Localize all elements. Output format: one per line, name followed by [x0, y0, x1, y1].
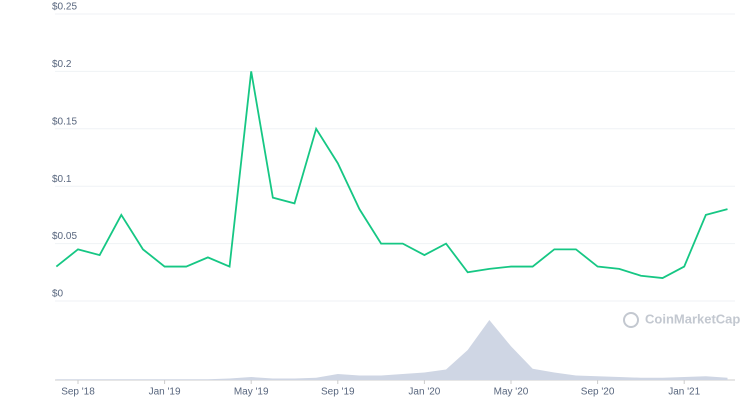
watermark-logo [623, 312, 639, 328]
watermark: CoinMarketCap [645, 311, 740, 326]
y-tick-label: $0.15 [52, 116, 77, 127]
y-tick-label: $0 [52, 289, 64, 300]
x-tick-label: Sep '19 [321, 387, 355, 398]
x-tick-label: May '20 [494, 387, 529, 398]
y-tick-label: $0.1 [52, 174, 72, 185]
y-tick-label: $0.25 [52, 2, 77, 13]
x-tick-label: Sep '18 [61, 387, 95, 398]
y-tick-label: $0.2 [52, 59, 72, 70]
y-tick-label: $0.05 [52, 231, 77, 242]
volume-area [56, 320, 728, 380]
x-tick-label: Jan '20 [408, 387, 440, 398]
x-tick-label: May '19 [234, 387, 269, 398]
x-tick-label: Jan '21 [668, 387, 700, 398]
x-tick-label: Sep '20 [581, 387, 615, 398]
price-line [55, 71, 728, 279]
x-tick-label: Jan '19 [149, 387, 181, 398]
